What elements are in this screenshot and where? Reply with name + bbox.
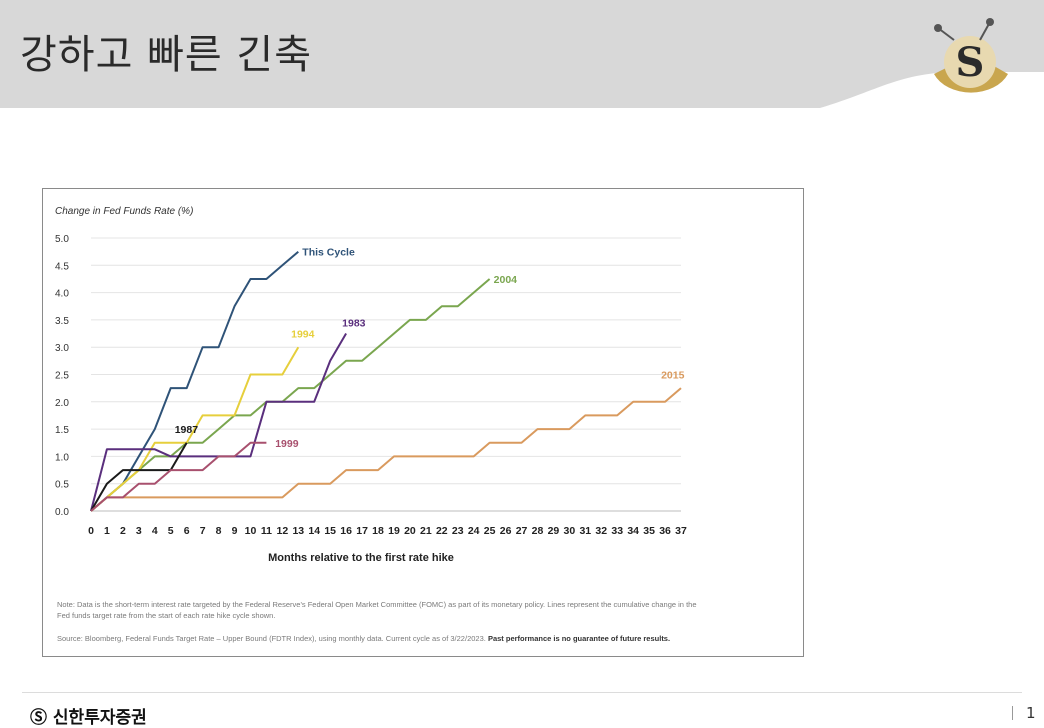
chart-source-text: Source: Bloomberg, Federal Funds Target …	[57, 634, 486, 643]
x-tick-label: 23	[452, 525, 464, 537]
x-tick-label: 13	[292, 525, 304, 537]
series-label-1994: 1994	[291, 329, 315, 341]
x-tick-label: 9	[232, 525, 238, 537]
x-tick-label: 2	[120, 525, 126, 537]
x-axis-label: Months relative to the first rate hike	[268, 552, 454, 564]
x-tick-label: 30	[564, 525, 576, 537]
chart-note: Note: Data is the short-term interest ra…	[57, 600, 697, 620]
x-tick-label: 35	[643, 525, 655, 537]
slide-header: 강하고 빠른 긴축 S	[0, 0, 1044, 108]
x-tick-label: 37	[675, 525, 687, 537]
x-tick-label: 8	[216, 525, 222, 537]
y-tick-label: 1.0	[55, 452, 69, 463]
x-tick-label: 27	[516, 525, 528, 537]
footer-separator	[1012, 706, 1013, 720]
series-line-this-cycle	[90, 250, 299, 512]
x-tick-label: 25	[484, 525, 496, 537]
y-tick-label: 4.0	[55, 289, 69, 300]
company-mascot-logo: S	[934, 18, 1008, 93]
x-tick-label: 19	[388, 525, 400, 537]
x-tick-label: 32	[595, 525, 607, 537]
chart-source: Source: Bloomberg, Federal Funds Target …	[57, 633, 797, 644]
x-tick-label: 21	[420, 525, 432, 537]
x-tick-label: 10	[245, 525, 257, 537]
y-tick-label: 2.0	[55, 398, 69, 409]
slide-title: 강하고 빠른 긴축	[20, 32, 313, 78]
series-line-2015	[90, 387, 682, 512]
y-tick-label: 3.5	[55, 316, 69, 327]
footer-company-name: 신한투자증권	[52, 708, 147, 728]
page-number: 1	[1026, 704, 1036, 722]
x-tick-label: 4	[152, 525, 158, 537]
x-tick-label: 0	[88, 525, 94, 537]
x-tick-label: 20	[404, 525, 416, 537]
x-tick-label: 16	[340, 525, 352, 537]
x-tick-label: 36	[659, 525, 671, 537]
series-line-1999	[90, 441, 267, 512]
x-tick-label: 34	[627, 525, 639, 537]
y-tick-label: 0.5	[55, 480, 69, 491]
x-tick-label: 31	[579, 525, 591, 537]
x-tick-label: 18	[372, 525, 384, 537]
series-line-2004	[90, 278, 491, 512]
footer-divider	[22, 692, 1022, 693]
y-tick-label: 3.0	[55, 343, 69, 354]
chart-frame: Change in Fed Funds Rate (%) 0.0 0.5 1.0 1.5…	[42, 188, 804, 657]
y-tick-label: 0.0	[55, 507, 69, 518]
y-tick-label: 5.0	[55, 234, 69, 245]
x-tick-label: 26	[500, 525, 512, 537]
chart-disclaimer: Past performance is no guarantee of futu…	[487, 634, 671, 643]
x-tick-label: 14	[308, 525, 320, 537]
x-tick-label: 33	[611, 525, 623, 537]
x-tick-label: 7	[200, 525, 206, 537]
x-tick-label: 6	[184, 525, 190, 537]
x-tick-label: 22	[436, 525, 448, 537]
series-label-this-cycle: This Cycle	[302, 247, 355, 259]
y-tick-label: 4.5	[55, 261, 69, 272]
series-line-1994	[90, 346, 300, 512]
x-tick-label: 3	[136, 525, 142, 537]
x-tick-label: 28	[532, 525, 544, 537]
series-label-2015: 2015	[661, 370, 685, 382]
x-tick-label: 11	[261, 525, 272, 537]
fed-funds-chart: Change in Fed Funds Rate (%) 0.0 0.5 1.0 1.5…	[55, 206, 687, 564]
series-label-2004: 2004	[494, 274, 518, 286]
x-tick-label: 5	[168, 525, 174, 537]
y-tick-label: 2.5	[55, 371, 69, 382]
x-tick-label: 15	[324, 525, 336, 537]
y-tick-label: 1.5	[55, 425, 69, 436]
series-label-1983: 1983	[342, 318, 366, 330]
series-label-1987: 1987	[175, 424, 199, 436]
y-axis-label: Change in Fed Funds Rate (%)	[55, 206, 193, 217]
footer-logo-icon: Ⓢ	[30, 708, 47, 728]
x-tick-label: 12	[277, 525, 289, 537]
x-tick-label: 24	[468, 525, 480, 537]
series-label-1999: 1999	[275, 438, 299, 450]
x-tick-label: 29	[548, 525, 560, 537]
x-tick-label: 1	[104, 525, 110, 537]
x-tick-label: 17	[356, 525, 368, 537]
footer-company-logo: Ⓢ 신한투자증권	[30, 703, 147, 728]
svg-text:S: S	[956, 39, 985, 86]
